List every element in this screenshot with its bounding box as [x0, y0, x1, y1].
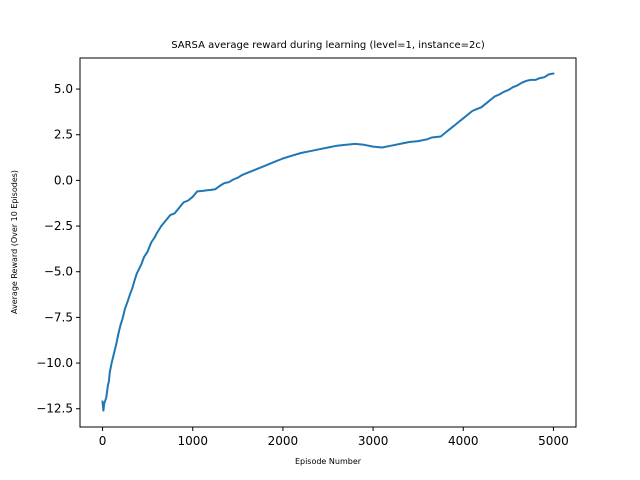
x-tick-label: 1000 [177, 434, 208, 448]
y-axis-ticks: −12.5 −10.0 −7.5 −5.0 −2.5 0.0 2.5 5.0 [36, 82, 80, 416]
y-tick-label: −7.5 [44, 310, 73, 324]
x-axis-label: Episode Number [295, 457, 362, 466]
y-tick-label: −10.0 [36, 356, 73, 370]
x-tick-label: 5000 [538, 434, 569, 448]
x-tick-label: 2000 [268, 434, 299, 448]
x-tick-label: 4000 [448, 434, 479, 448]
y-axis-label: Average Reward (Over 10 Episodes) [10, 170, 19, 314]
y-tick-label: −5.0 [44, 265, 73, 279]
y-tick-label: 0.0 [54, 173, 73, 187]
x-tick-label: 0 [99, 434, 107, 448]
y-tick-label: −2.5 [44, 219, 73, 233]
x-axis-ticks: 0 1000 2000 3000 4000 5000 [99, 427, 569, 448]
chart-title: SARSA average reward during learning (le… [171, 40, 485, 51]
plot-area: 0 1000 2000 3000 4000 5000 −12.5 −10.0 −7.5 −5.0… [36, 57, 577, 448]
y-tick-label: −12.5 [36, 402, 73, 416]
axes-frame [79, 57, 577, 428]
y-tick-label: 2.5 [54, 128, 73, 142]
series-line [101, 72, 555, 412]
y-tick-label: 5.0 [54, 82, 73, 96]
x-tick-label: 3000 [358, 434, 389, 448]
